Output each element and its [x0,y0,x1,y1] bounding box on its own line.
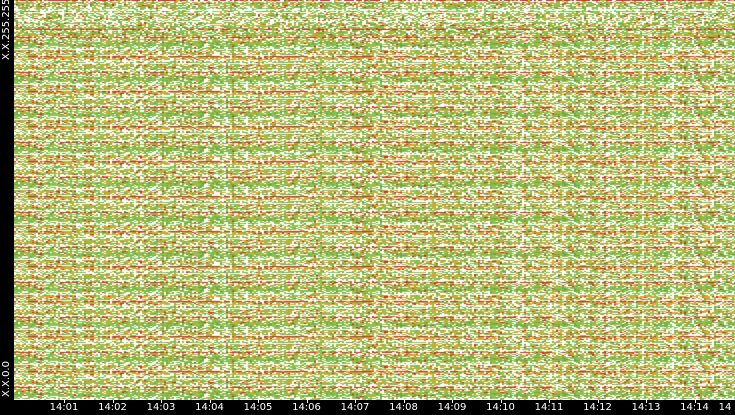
x-axis: 14:01 14:02 14:03 14:04 14:05 14:06 14:07 14:08… [14,400,735,415]
x-tick-mark [112,400,114,403]
x-tick-mark [694,400,696,403]
x-tick-mark [646,400,647,403]
x-tick-mark [597,400,599,403]
x-tick-label: 14:14 [680,402,709,413]
y-axis: X.X.255.255 X.X.0.0 [0,0,14,400]
x-tick-label: 14:10 [486,402,515,413]
x-tick-mark [355,400,356,403]
x-tick-label: 14:02 [98,402,127,413]
x-tick-label: 14:04 [195,402,224,413]
x-tick-mark [161,400,162,403]
heatmap-plot-area[interactable] [14,0,735,400]
x-tick-mark [403,400,405,403]
x-tick-label: 14:12 [583,402,612,413]
y-axis-top-label: X.X.255.255 [1,0,12,60]
heatmap-canvas[interactable] [14,0,735,400]
x-tick-mark [209,400,211,403]
x-tick-mark [64,400,65,403]
x-tick-mark [452,400,453,403]
x-tick-mark [500,400,502,403]
x-tick-label: 14:08 [389,402,418,413]
x-tick-label: 14:09 [437,402,467,413]
x-tick-mark [549,400,550,403]
x-tick-label: 14:03 [146,402,176,413]
x-tick-label: 14:05 [243,402,273,413]
x-tick-label: 14:06 [292,402,321,413]
x-tick-label: 14:01 [49,402,79,413]
x-tick-mark [258,400,259,403]
x-tick-mark [306,400,308,403]
x-tick-label: 14:13 [631,402,661,413]
y-axis-bottom-label: X.X.0.0 [1,361,12,397]
x-tick-label: 14:11 [534,402,564,413]
x-tick-label: 14 [718,402,732,413]
x-tick-label: 14:07 [340,402,370,413]
